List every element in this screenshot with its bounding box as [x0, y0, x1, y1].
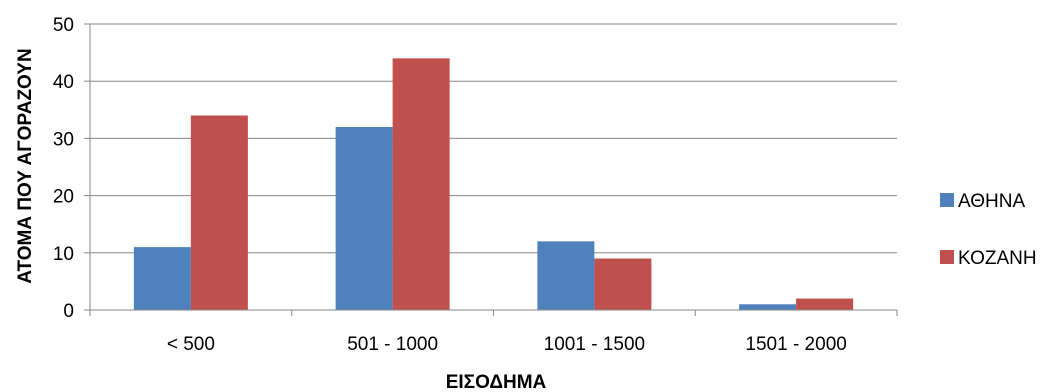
bar-kozani-1	[392, 58, 450, 310]
x-tick-label: 1501 - 2000	[745, 334, 846, 355]
bar-athina-2	[537, 241, 595, 310]
x-axis-title: ΕΙΣΟΔΗΜΑ	[446, 372, 547, 392]
y-tick-label: 30	[53, 129, 74, 150]
bar-kozani-2	[594, 258, 652, 310]
y-tick-label: 0	[63, 301, 74, 322]
y-tick-labels: 0 10 20 30 40 50	[53, 15, 74, 322]
y-axis-title: ΑΤΟΜΑ ΠΟΥ ΑΓΟΡΑΖΟΥΝ	[15, 48, 36, 283]
y-tick-label: 40	[53, 72, 74, 93]
y-tick-label: 10	[53, 244, 74, 265]
legend-swatch	[940, 250, 954, 264]
legend-swatch	[940, 193, 954, 207]
legend-label: ΚΟΖΑΝΗ	[958, 248, 1037, 269]
axes	[89, 24, 898, 316]
legend: ΑΘΗΝΑ ΚΟΖΑΝΗ	[940, 191, 1037, 269]
legend-label: ΑΘΗΝΑ	[958, 191, 1025, 212]
bar-athina-3	[739, 304, 797, 310]
y-tick-label: 20	[53, 187, 74, 208]
bar-athina-0	[133, 247, 191, 310]
x-tick-labels: < 500 501 - 1000 1001 - 1500 1501 - 2000	[167, 334, 847, 355]
x-tick-label: < 500	[167, 334, 215, 355]
x-tick-label: 501 - 1000	[347, 334, 438, 355]
x-tick-label: 1001 - 1500	[544, 334, 645, 355]
bar-kozani-0	[190, 115, 248, 311]
bar-kozani-3	[796, 298, 854, 310]
bars	[133, 58, 854, 311]
bar-athina-1	[335, 126, 393, 311]
y-tick-label: 50	[53, 15, 74, 36]
